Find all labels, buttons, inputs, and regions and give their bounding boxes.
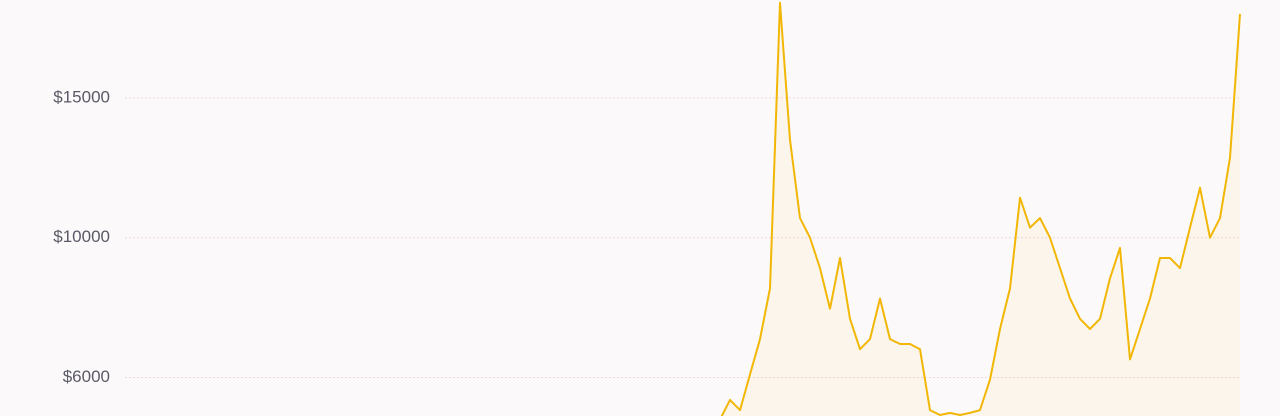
y-tick-label: $10000 [53,227,110,246]
area [720,2,1240,416]
y-tick-label: $6000 [63,367,110,386]
line [720,1,1241,416]
series [720,1,1241,416]
y-tick-label: $15000 [53,87,110,106]
